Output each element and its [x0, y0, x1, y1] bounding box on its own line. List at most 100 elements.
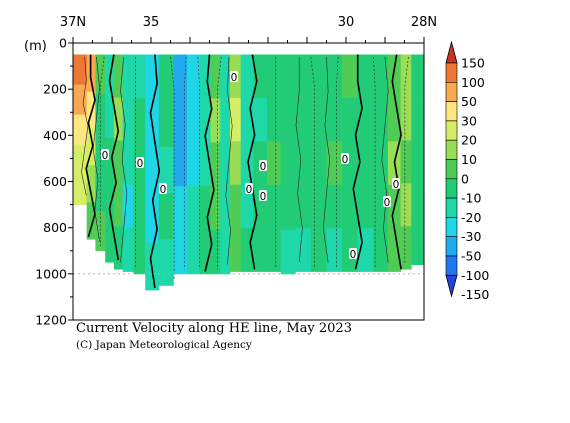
velocity-cell — [173, 142, 188, 187]
colorbar-label: 150 — [461, 56, 485, 71]
velocity-cell — [342, 54, 359, 99]
negative-contour-line — [217, 56, 222, 270]
velocity-cell — [326, 97, 343, 142]
contour-label-bg — [392, 178, 400, 189]
velocity-cell — [342, 97, 359, 142]
velocity-cell — [158, 193, 174, 240]
velocity-cell — [220, 98, 231, 143]
colorbar-label: -50 — [461, 249, 481, 264]
velocity-cell — [113, 54, 124, 98]
velocity-cell — [310, 54, 327, 99]
velocity-cell — [122, 228, 134, 272]
velocity-cell — [86, 165, 96, 203]
velocity-cell — [199, 186, 211, 231]
velocity-cell — [295, 184, 312, 229]
negative-contour-line — [183, 56, 187, 270]
velocity-cell — [86, 202, 96, 240]
velocity-cell — [295, 54, 312, 99]
velocity-cell — [95, 172, 106, 212]
zero-contour-line — [85, 54, 96, 238]
contour-label: 0 — [231, 72, 238, 84]
contour-lines — [81, 54, 409, 288]
velocity-cell — [267, 228, 282, 272]
velocity-cell — [113, 140, 124, 184]
velocity-cell — [280, 98, 296, 143]
positive-contour-line — [92, 56, 100, 242]
colorbar-swatch — [445, 120, 458, 141]
contour-label: 0 — [342, 154, 349, 166]
velocity-cell — [280, 230, 296, 275]
y-axis-label: (m) — [24, 39, 47, 54]
negative-contour-line — [197, 56, 200, 270]
velocity-cell — [95, 211, 106, 252]
colorbar-swatch — [445, 139, 458, 160]
contour-label-bg — [101, 149, 109, 160]
velocity-cell — [199, 142, 211, 187]
contour-label: 0 — [102, 150, 109, 162]
contour-label: 0 — [260, 191, 267, 203]
velocity-cell — [210, 186, 221, 231]
y-tick-label: 800 — [43, 220, 67, 235]
zero-contour-line — [391, 54, 402, 270]
velocity-cell — [400, 183, 412, 227]
colorbar-swatch — [445, 236, 458, 257]
velocity-cell — [220, 186, 231, 231]
colorbar-swatch — [445, 178, 458, 199]
velocity-cell — [400, 226, 412, 270]
colorbar-arrow-top — [445, 40, 458, 64]
velocity-cell — [158, 100, 174, 148]
velocity-cell — [326, 54, 343, 99]
y-tick-label: 200 — [43, 82, 67, 97]
velocity-cell — [326, 228, 343, 272]
velocity-cell — [220, 54, 231, 99]
velocity-cell — [267, 184, 282, 229]
chart-credit: (C) Japan Meteorological Agency — [76, 339, 252, 351]
velocity-cell — [411, 180, 425, 223]
negative-contour-line — [336, 56, 339, 267]
velocity-cell — [295, 97, 312, 142]
velocity-cell — [187, 54, 201, 99]
contour-label: 0 — [350, 249, 357, 261]
velocity-cell — [326, 184, 343, 229]
velocity-cell — [210, 98, 221, 143]
colorbar-label: -30 — [461, 229, 481, 244]
velocity-cell — [173, 98, 188, 143]
y-tick-label: 1000 — [35, 266, 67, 281]
positive-contour-line — [120, 56, 128, 263]
colorbar-label: -100 — [461, 268, 489, 283]
contour-label: 0 — [260, 161, 267, 173]
velocity-cell — [357, 184, 374, 229]
velocity-cell — [187, 186, 201, 231]
velocity-cell — [387, 97, 401, 142]
colorbar-arrow-bottom — [445, 274, 458, 298]
zero-contour-line — [204, 54, 215, 272]
zero-contour-line — [108, 54, 120, 261]
velocity-cell — [158, 146, 174, 194]
velocity-cell — [173, 186, 188, 231]
contour-label-bg — [245, 183, 253, 194]
positive-contour-line — [381, 56, 389, 263]
velocity-cell — [173, 54, 188, 99]
contour-label: 0 — [137, 158, 144, 170]
colorbar-label: 20 — [461, 133, 477, 148]
velocity-cell — [400, 54, 412, 98]
y-tick-label: 1200 — [35, 313, 67, 328]
colorbar-label: 30 — [461, 113, 477, 128]
colorbar-label: 50 — [461, 94, 477, 109]
negative-contour-line — [372, 56, 376, 267]
velocity-cell — [158, 239, 174, 286]
colorbar-swatch — [445, 159, 458, 180]
y-axis: 0 200 400 600 800 1000 1200 (m) — [24, 36, 73, 328]
y-tick-label: 0 — [59, 36, 67, 51]
velocity-cell — [253, 228, 268, 272]
colorbar-swatch — [445, 217, 458, 237]
velocity-cell — [133, 186, 146, 231]
velocity-cell — [133, 98, 146, 143]
velocity-cell — [387, 54, 401, 99]
velocity-cell — [133, 54, 146, 99]
velocity-cell — [400, 140, 412, 184]
zero-contour-line — [352, 54, 363, 270]
velocity-cell — [230, 97, 242, 142]
